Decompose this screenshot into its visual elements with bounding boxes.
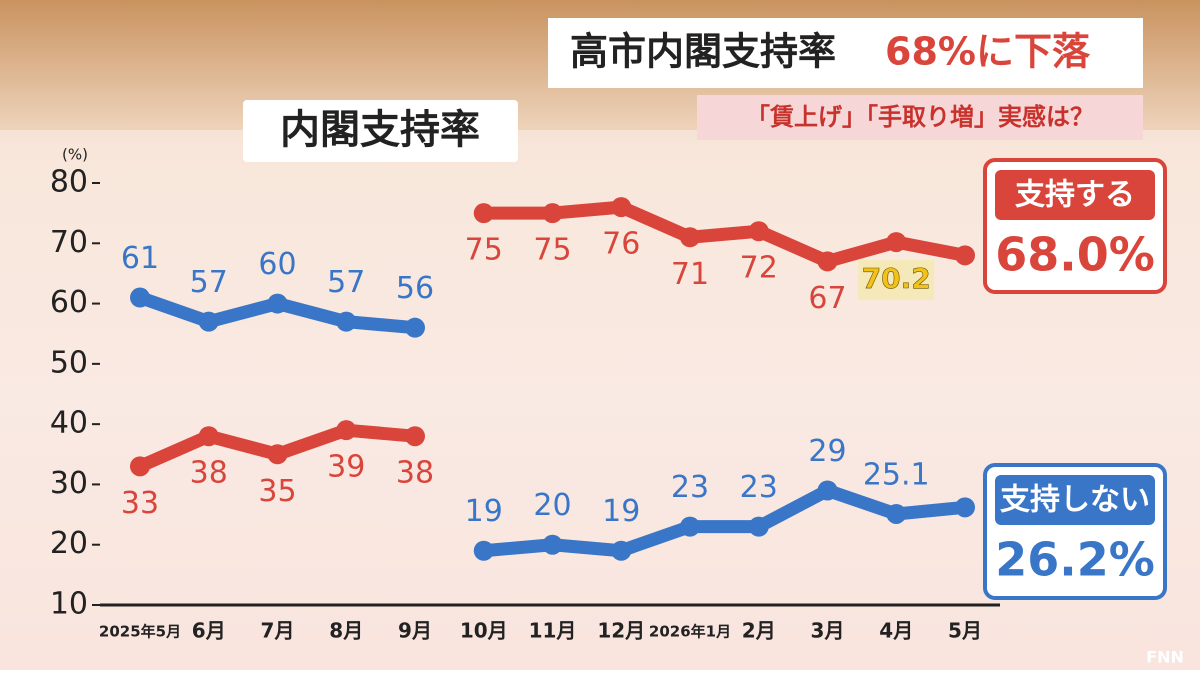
data-point [817, 251, 838, 272]
legend-value: 68.0% [995, 228, 1155, 282]
data-point [886, 232, 907, 253]
data-label: 60 [258, 247, 296, 282]
x-tick-label: 3月 [811, 619, 845, 643]
data-point [542, 534, 563, 555]
data-label: 25.1 [863, 457, 930, 492]
series-line [477, 483, 972, 558]
data-label: 56 [396, 271, 434, 306]
data-point [405, 317, 425, 338]
chart-title: 高市内閣支持率 [570, 30, 836, 74]
data-point [336, 311, 357, 332]
legend-entry: 支持する [1015, 178, 1135, 213]
data-point [748, 221, 769, 242]
data-label: 20 [533, 488, 571, 523]
x-tick-label: 4月 [879, 619, 913, 643]
data-label: 19 [602, 494, 640, 529]
data-point [748, 516, 769, 537]
y-tick-label: 80 [50, 165, 88, 200]
x-tick-label: 11月 [529, 619, 577, 643]
subtitle: 「賃上げ」「手取り増」実感は？ [746, 103, 1094, 131]
data-label: 29 [808, 434, 846, 469]
data-point [130, 456, 150, 477]
y-tick-label: 30 [50, 466, 88, 501]
series-line [477, 200, 972, 268]
data-label: 19 [465, 494, 503, 529]
logo: FNN [1146, 648, 1184, 667]
data-label: 38 [190, 456, 228, 491]
y-tick-label: 50 [50, 345, 88, 380]
data-label: 23 [740, 470, 778, 505]
data-point [680, 516, 700, 537]
data-point [680, 227, 700, 248]
data-label: 57 [190, 265, 228, 300]
x-tick-label: 12月 [597, 619, 645, 643]
data-point [267, 293, 288, 314]
data-label: 23 [671, 470, 709, 505]
data-label: 75 [465, 233, 503, 268]
legend-value: 26.2% [995, 533, 1155, 587]
data-point [267, 444, 288, 465]
panel-label: 内閣支持率 [280, 107, 480, 153]
title-highlight: 68%に下落 [885, 30, 1091, 74]
x-tick-label: 2025年5月 [99, 623, 181, 641]
legend-name-box [995, 475, 1155, 525]
y-unit: (%) [62, 146, 88, 164]
data-point [473, 203, 494, 224]
data-point [198, 426, 219, 447]
highlight-box [858, 260, 935, 301]
x-tick-label: 7月 [261, 619, 295, 643]
data-point [130, 287, 150, 308]
data-label: 35 [258, 474, 296, 509]
panel-label-box [243, 100, 518, 162]
x-tick-label: 6月 [192, 619, 226, 643]
data-point [817, 480, 838, 501]
data-label: 57 [327, 265, 365, 300]
data-label: 33 [121, 486, 159, 521]
y-tick-label: 10 [50, 587, 88, 622]
legend-name-box [995, 170, 1155, 220]
data-label: 72 [740, 251, 778, 286]
y-tick-label: 20 [50, 526, 88, 561]
y-tick-label: 40 [50, 406, 88, 441]
title-box [548, 18, 1143, 88]
x-tick-label: 9月 [398, 619, 432, 643]
data-label: 67 [808, 281, 846, 316]
data-label: 70.2 [862, 262, 931, 295]
data-label: 71 [671, 257, 709, 292]
data-point [955, 497, 975, 518]
data-point [473, 540, 494, 561]
y-tick-label: 60 [50, 285, 88, 320]
data-point [198, 311, 219, 332]
data-point [955, 245, 975, 266]
data-label: 75 [533, 233, 571, 268]
data-point [886, 503, 907, 524]
x-tick-label: 2月 [742, 619, 776, 643]
data-point [542, 203, 563, 224]
y-tick-label: 70 [50, 225, 88, 260]
data-label: 61 [121, 241, 159, 276]
data-point [611, 540, 632, 561]
x-tick-label: 5月 [948, 619, 982, 643]
subtitle-box [697, 95, 1143, 140]
x-tick-label: 10月 [460, 619, 508, 643]
data-point [405, 426, 425, 447]
data-label: 39 [327, 450, 365, 485]
x-tick-label: 8月 [329, 619, 363, 643]
legend-entry: 支持しない [1000, 483, 1150, 518]
x-tick-label: 2026年1月 [649, 623, 731, 641]
data-label: 38 [396, 456, 434, 491]
data-label: 76 [602, 227, 640, 262]
data-point [336, 420, 357, 441]
data-point [611, 197, 632, 218]
